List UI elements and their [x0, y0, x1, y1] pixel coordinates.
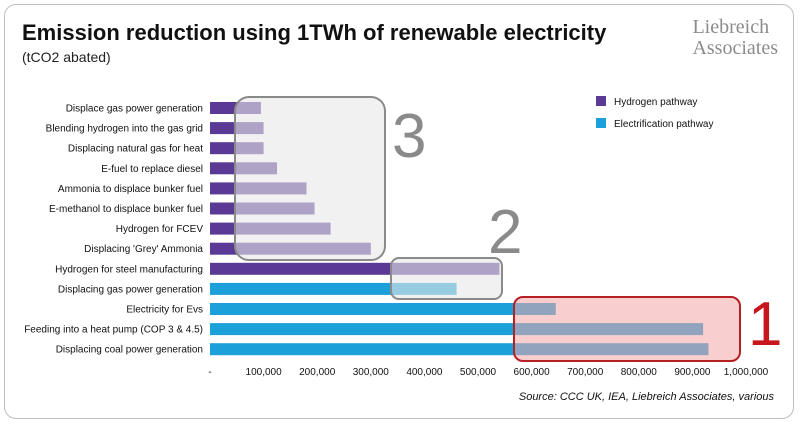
callout-number-1: 1	[748, 290, 782, 359]
bar	[210, 303, 556, 315]
brand-line-1: Liebreich	[692, 16, 770, 38]
category-label: Hydrogen for steel manufacturing	[55, 264, 203, 275]
callout-box-1	[513, 296, 741, 362]
category-label: Displacing 'Grey' Ammonia	[84, 244, 203, 255]
legend-label: Electrification pathway	[614, 119, 714, 130]
x-tick-label: 200,000	[299, 367, 336, 378]
category-label: Displacing gas power generation	[58, 284, 203, 295]
x-tick-label: 1,000,000	[724, 367, 769, 378]
category-label: E-fuel to replace diesel	[101, 164, 203, 175]
legend-label: Hydrogen pathway	[614, 97, 697, 108]
chart-subtitle: (tCO2 abated)	[22, 49, 111, 65]
category-label: Displace gas power generation	[66, 104, 203, 115]
callout-box-2	[390, 257, 503, 300]
category-label: Hydrogen for FCEV	[116, 224, 204, 235]
legend-swatch	[596, 96, 606, 106]
category-label: Displacing natural gas for heat	[68, 144, 203, 155]
chart-title: Emission reduction using 1TWh of renewab…	[22, 20, 607, 45]
x-tick-label: 400,000	[406, 367, 443, 378]
x-tick-label: 700,000	[567, 367, 604, 378]
legend-swatch	[596, 118, 606, 128]
x-tick-label: 800,000	[621, 367, 658, 378]
callout-box-3	[234, 96, 386, 261]
brand-line-2: Associates	[692, 37, 778, 59]
category-label: E-methanol to displace bunker fuel	[49, 204, 203, 215]
x-tick-label: 900,000	[674, 367, 711, 378]
x-tick-label: -	[208, 367, 211, 378]
category-label: Ammonia to displace bunker fuel	[58, 184, 203, 195]
x-tick-label: 300,000	[353, 367, 390, 378]
brand-logo: Liebreich Associates	[692, 17, 778, 59]
x-tick-label: 600,000	[514, 367, 551, 378]
source-note: Source: CCC UK, IEA, Liebreich Associate…	[518, 391, 774, 403]
category-label: Feeding into a heat pump (COP 3 & 4.5)	[24, 325, 203, 336]
callout-number-3: 3	[392, 102, 426, 171]
category-label: Electricity for Evs	[126, 305, 203, 316]
callout-number-2: 2	[488, 198, 522, 267]
category-label: Displacing coal power generation	[56, 345, 203, 356]
x-tick-label: 100,000	[246, 367, 283, 378]
x-tick-label: 500,000	[460, 367, 497, 378]
category-label: Blending hydrogen into the gas grid	[46, 124, 203, 135]
